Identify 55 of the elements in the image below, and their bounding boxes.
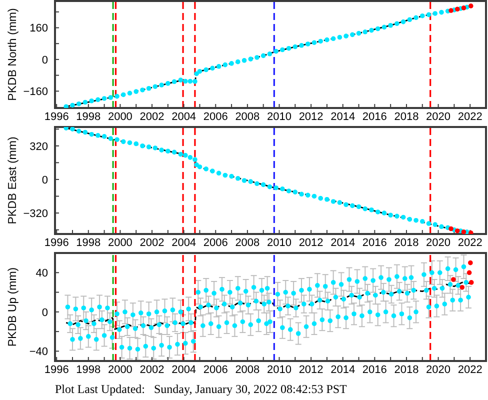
x-tick-label: 2020	[426, 364, 451, 376]
y-tick-label: −160	[23, 86, 48, 98]
y-tick-label: 40	[36, 268, 48, 280]
x-tick-label: 2004	[172, 364, 196, 376]
x-tick-label: 2010	[267, 110, 292, 123]
x-tick-label: 2018	[394, 236, 419, 249]
x-tick-label: 1996	[44, 110, 69, 123]
x-tick-label: 2012	[298, 236, 324, 249]
x-tick-label: 2022	[458, 364, 482, 376]
y-tick-label: 0	[42, 306, 48, 319]
x-tick-label: 2000	[108, 236, 132, 249]
x-tick-label: 2014	[330, 110, 356, 123]
x-tick-label: 2018	[394, 110, 419, 123]
x-tick-label: 2014	[330, 236, 356, 249]
x-tick-label: 2006	[203, 364, 228, 376]
x-tick-label: 2008	[235, 364, 260, 376]
y-axis-title: PKDB North (mm)	[7, 8, 19, 101]
x-tick-label: 2016	[362, 364, 387, 376]
x-tick-label: 1998	[76, 110, 101, 123]
y-axis-title: PKDB Up (mm)	[7, 267, 19, 347]
x-tick-label: 2014	[330, 364, 356, 376]
x-tick-label: 1998	[76, 364, 101, 376]
y-tick-label: −320	[23, 208, 48, 220]
x-tick-label: 2016	[362, 236, 387, 249]
x-tick-label: 2008	[235, 110, 260, 123]
y-tick-label: 160	[30, 22, 48, 35]
y-axis-title: PKDB East (mm)	[7, 136, 19, 224]
x-tick-label: 1998	[76, 236, 101, 249]
x-tick-label: 2000	[108, 110, 132, 123]
y-tick-label: 0	[42, 174, 48, 186]
x-tick-label: 2002	[140, 236, 164, 249]
y-tick-label: 320	[30, 140, 48, 153]
x-tick-label: 2020	[426, 236, 451, 249]
x-tick-label: 2018	[394, 364, 419, 376]
y-tick-label: 0	[42, 54, 48, 66]
x-tick-label: 2000	[108, 364, 132, 376]
x-tick-label: 2012	[298, 364, 324, 376]
x-tick-label: 2002	[140, 110, 164, 123]
x-tick-label: 2020	[426, 110, 451, 123]
x-tick-label: 2012	[298, 110, 324, 123]
x-tick-label: 2022	[458, 236, 482, 249]
x-tick-label: 2010	[267, 364, 292, 376]
x-tick-label: 2022	[458, 110, 482, 123]
x-tick-label: 2004	[172, 110, 196, 123]
x-tick-label: 1996	[44, 364, 69, 376]
x-tick-label: 1996	[44, 236, 69, 249]
text: Plot Last Updated: Sunday, January 30, 2022 08:42:53 PST	[54, 381, 348, 398]
x-tick-label: 2010	[267, 236, 292, 249]
x-tick-label: 2002	[140, 364, 164, 376]
x-tick-label: 2016	[362, 110, 387, 123]
x-tick-label: 2006	[203, 236, 228, 249]
y-tick-label: −40	[29, 346, 48, 358]
x-tick-label: 2008	[235, 236, 260, 249]
x-tick-label: 2006	[203, 110, 228, 123]
x-tick-label: 2004	[172, 236, 196, 249]
